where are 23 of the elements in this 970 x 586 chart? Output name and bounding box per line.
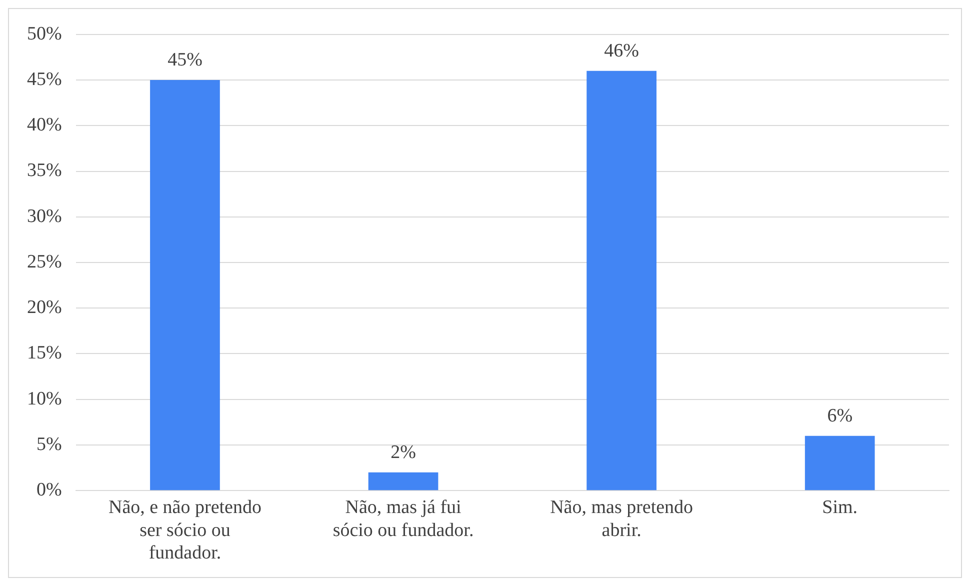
x-tick-label: Sim. <box>822 496 858 518</box>
y-tick-label: 35% <box>27 160 62 182</box>
y-tick-label: 40% <box>27 114 62 136</box>
bar <box>368 472 438 490</box>
data-label: 6% <box>827 405 853 426</box>
y-tick-label: 50% <box>27 23 62 44</box>
data-label: 45% <box>168 50 203 71</box>
data-label: 2% <box>390 442 416 463</box>
x-tick-label: Não, mas já fui sócio ou fundador. <box>332 496 474 541</box>
bar <box>586 70 656 490</box>
bar <box>804 436 875 490</box>
y-tick-label: 10% <box>27 388 62 410</box>
data-label: 46% <box>604 40 640 62</box>
y-tick-label: 30% <box>27 206 62 227</box>
y-tick-label: 20% <box>27 297 62 318</box>
x-tick-label: Não, mas pretendo abrir. <box>550 496 694 541</box>
y-tick-label: 25% <box>27 251 62 272</box>
y-tick-label: 0% <box>36 480 62 501</box>
bar <box>150 80 220 490</box>
y-tick-label: 45% <box>27 69 62 90</box>
y-tick-label: 5% <box>36 434 62 455</box>
y-tick-label: 15% <box>27 342 62 364</box>
x-tick-label: Não, e não pretendo ser sócio ou fundador. <box>108 496 262 564</box>
